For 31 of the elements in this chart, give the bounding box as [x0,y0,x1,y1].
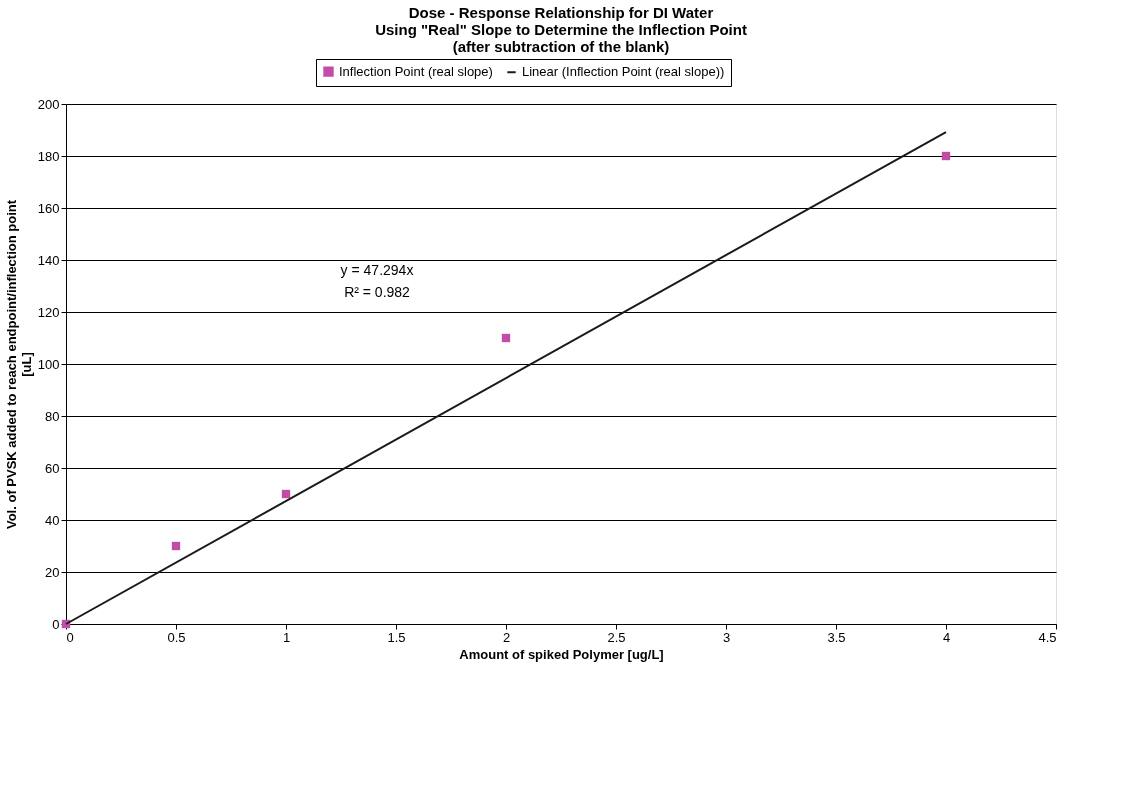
x-axis-title: Amount of spiked Polymer [ug/L] [459,646,664,662]
x-tick-label: 2 [502,629,511,645]
y-tick-label: 20 [45,564,60,580]
y-tick-label: 200 [37,96,60,112]
x-tick-label: 4 [942,629,951,645]
chart-title: Dose - Response Relationship for DI Water Using "Real" Slope to Determine the Inflection Point (after subtraction of the blank) [375,3,747,55]
point [941,151,951,161]
x-tick-label: 3 [722,629,731,645]
y-tick-label: 180 [37,148,60,164]
y-tick-label: 40 [45,512,60,528]
x-tick-label: 3.5 [827,629,846,645]
legend-label: Inflection Point (real slope) [339,63,493,79]
y-tick-label: 60 [45,460,60,476]
point [501,333,511,343]
x-tick-label: 2.5 [607,629,626,645]
x-tick-label: 0 [66,629,74,645]
x-tick-label: 0.5 [167,629,186,645]
x-tick-label: 1.5 [387,629,406,645]
legend-label: Linear (Inflection Point (real slope)) [522,64,725,80]
y-tick-label: 160 [37,200,60,216]
y-tick-label: 80 [45,408,60,424]
x-tick-label: 4.5 [1038,629,1057,645]
annotation: y = 47.294x R² = 0.982 [340,262,414,300]
y-tick-label: 120 [37,304,60,320]
point [281,489,291,499]
y-axis-title: Vol. of PVSK added to reach endpoint/inflection point [uL] [3,199,34,530]
point [171,541,181,551]
y-tick-label: 140 [37,252,60,268]
y-tick-label: 100 [37,356,60,372]
x-tick-label: 1 [282,629,291,645]
y-tick-label: 0 [52,616,60,632]
